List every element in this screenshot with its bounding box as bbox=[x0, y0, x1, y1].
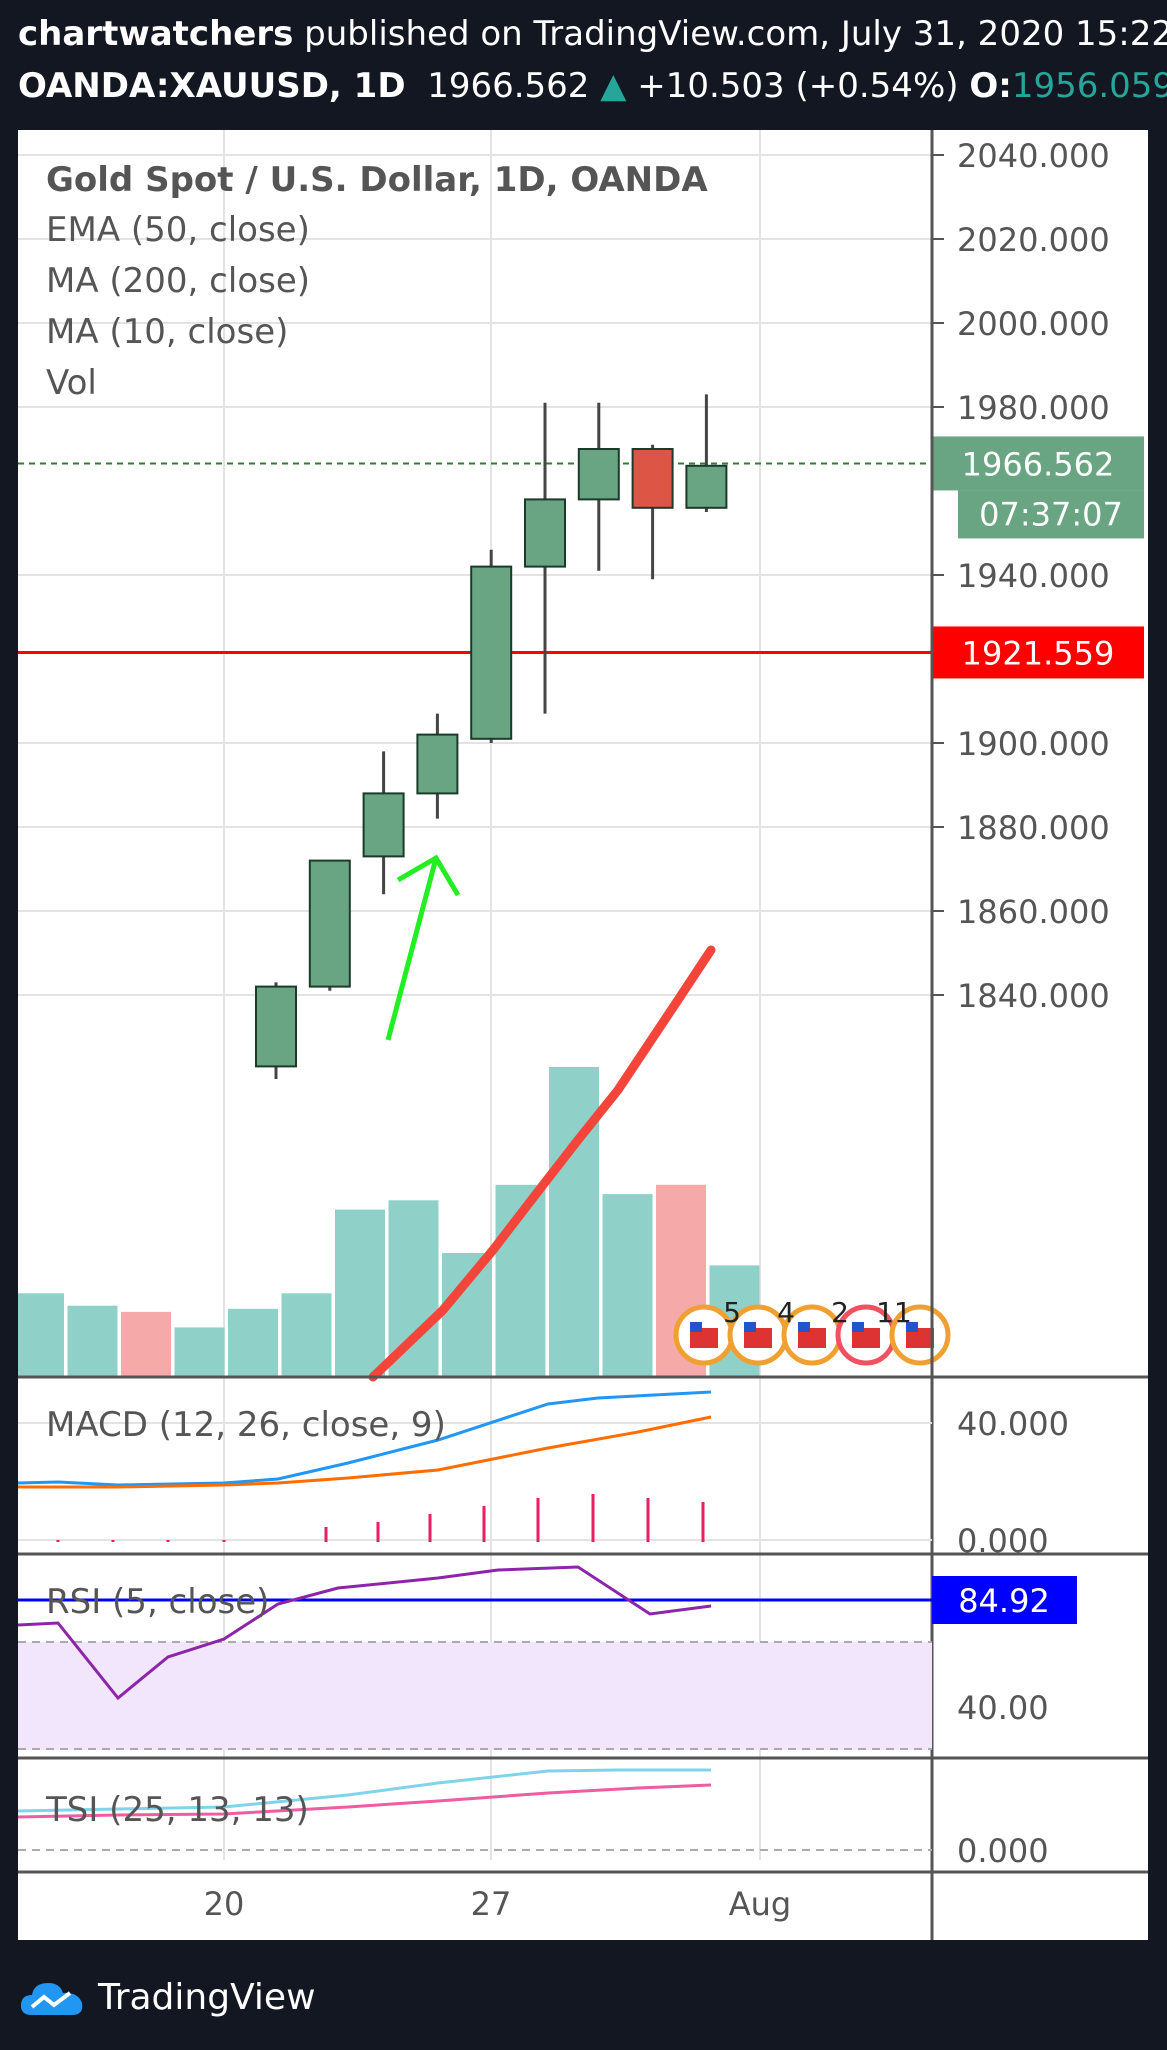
price-tick-label: 1980.000 bbox=[957, 389, 1110, 427]
legend-vol[interactable]: Vol bbox=[46, 363, 97, 403]
tsi-tick-label: 0.000 bbox=[957, 1832, 1049, 1870]
price-change: +10.503 (+0.54%) bbox=[637, 66, 959, 106]
candle-body bbox=[631, 448, 674, 509]
chart-panel[interactable]: 2040.000 2020.000 2000.000 1980.000 1940.000… bbox=[18, 130, 1148, 1940]
candle-body bbox=[308, 859, 351, 988]
price-tick-label: 2020.000 bbox=[957, 221, 1110, 259]
last-price-label: 1966.562 bbox=[962, 445, 1115, 483]
up-arrow-icon: ▲ bbox=[600, 66, 627, 106]
arrow-annotation-head bbox=[396, 854, 461, 897]
brand-footer[interactable]: TradingView bbox=[18, 1975, 316, 2019]
publish-line: chartwatchers published on TradingView.c… bbox=[18, 14, 1167, 54]
event-flag-canton bbox=[906, 1322, 918, 1332]
symbol-line: OANDA:XAUUSD, 1D 1966.562 ▲ +10.503 (+0.… bbox=[18, 66, 1167, 106]
event-flag-canton bbox=[852, 1322, 864, 1332]
signal-line bbox=[18, 1415, 712, 1489]
volume-bar bbox=[335, 1209, 385, 1377]
rsi-value-label: 84.92 bbox=[958, 1582, 1050, 1620]
legend-ema[interactable]: EMA (50, close) bbox=[46, 210, 310, 250]
event-flag-canton bbox=[690, 1322, 702, 1332]
event-flag-canton bbox=[798, 1322, 810, 1332]
brand-name: TradingView bbox=[98, 1976, 316, 2018]
macd-line bbox=[18, 1390, 712, 1487]
last-price: 1966.562 bbox=[427, 66, 590, 106]
legend-title: Gold Spot / U.S. Dollar, 1D, OANDA bbox=[46, 160, 708, 200]
rsi-band bbox=[18, 1642, 932, 1750]
rsi-tick-label: 40.00 bbox=[957, 1689, 1049, 1727]
price-tick-label: 1840.000 bbox=[957, 977, 1110, 1015]
open-label: O: bbox=[969, 66, 1012, 106]
legend-rsi[interactable]: RSI (5, close) bbox=[46, 1582, 270, 1622]
published-text: published on TradingView.com, July 31, 2… bbox=[304, 14, 1167, 54]
countdown-label: 07:37:07 bbox=[979, 495, 1123, 533]
price-tick-label: 2040.000 bbox=[957, 137, 1110, 175]
event-flag-stripes bbox=[906, 1328, 934, 1348]
countdown-box bbox=[958, 490, 1144, 539]
time-tick-label: 27 bbox=[471, 1885, 512, 1923]
event-flag-stripes bbox=[798, 1328, 826, 1348]
arrow-annotation bbox=[385, 857, 439, 1041]
event-flag-stripes bbox=[744, 1328, 772, 1348]
event-count: 5 bbox=[723, 1296, 741, 1329]
macd-tick-label: 40.000 bbox=[957, 1405, 1069, 1443]
symbol-name[interactable]: OANDA:XAUUSD, 1D bbox=[18, 66, 406, 106]
price-tick-label: 2000.000 bbox=[957, 305, 1110, 343]
legend-ma200[interactable]: MA (200, close) bbox=[46, 261, 311, 301]
volume-bar bbox=[121, 1311, 171, 1377]
legend-ma10[interactable]: MA (10, close) bbox=[46, 312, 289, 352]
time-tick-label: 20 bbox=[204, 1885, 245, 1923]
event-count: 2 bbox=[831, 1296, 849, 1329]
candle-body bbox=[524, 498, 566, 568]
level-label: 1921.559 bbox=[962, 634, 1115, 672]
chart-canvas[interactable]: 2040.0002020.0002000.0001980.0001940.000… bbox=[18, 130, 1148, 1940]
volume-bar bbox=[228, 1308, 278, 1377]
event-count: 11 bbox=[876, 1296, 912, 1329]
legend-macd[interactable]: MACD (12, 26, close, 9) bbox=[46, 1405, 446, 1445]
open-value: 1956.059 bbox=[1011, 66, 1167, 106]
candle-body bbox=[255, 985, 297, 1068]
volume-bar bbox=[281, 1293, 332, 1377]
price-tick-label: 1880.000 bbox=[957, 809, 1110, 847]
last-price-box bbox=[932, 436, 1144, 491]
volume-bar bbox=[549, 1067, 599, 1377]
volume-bar bbox=[602, 1194, 653, 1377]
event-flag-stripes bbox=[690, 1328, 718, 1348]
event-flag-canton bbox=[744, 1322, 756, 1332]
candle-body bbox=[362, 792, 405, 858]
volume-bar bbox=[388, 1200, 439, 1377]
ma-line bbox=[368, 945, 716, 1382]
event-flag-stripes bbox=[852, 1328, 880, 1348]
level-label-box bbox=[932, 626, 1144, 679]
tsi-signal-line bbox=[18, 1783, 712, 1819]
volume-bar bbox=[67, 1305, 118, 1377]
candle-body bbox=[470, 565, 513, 740]
candle-body bbox=[685, 464, 728, 509]
candle-body bbox=[577, 448, 620, 501]
price-tick-label: 1860.000 bbox=[957, 893, 1110, 931]
time-tick-label: Aug bbox=[729, 1885, 791, 1923]
price-tick-label: 1940.000 bbox=[957, 557, 1110, 595]
volume-bar bbox=[18, 1293, 64, 1377]
author-name[interactable]: chartwatchers bbox=[18, 14, 294, 54]
price-tick-label: 1900.000 bbox=[957, 725, 1110, 763]
rsi-value-box bbox=[932, 1576, 1077, 1624]
volume-bar bbox=[174, 1327, 225, 1377]
tsi-line bbox=[18, 1768, 711, 1813]
candle-body bbox=[416, 733, 459, 795]
macd-tick-label: 0.000 bbox=[957, 1522, 1049, 1560]
event-count: 4 bbox=[777, 1296, 795, 1329]
volume-bar bbox=[442, 1253, 492, 1377]
tradingview-cloud-icon bbox=[20, 1983, 83, 2015]
legend-tsi[interactable]: TSI (25, 13, 13) bbox=[46, 1790, 309, 1830]
rsi-line bbox=[18, 1565, 712, 1701]
